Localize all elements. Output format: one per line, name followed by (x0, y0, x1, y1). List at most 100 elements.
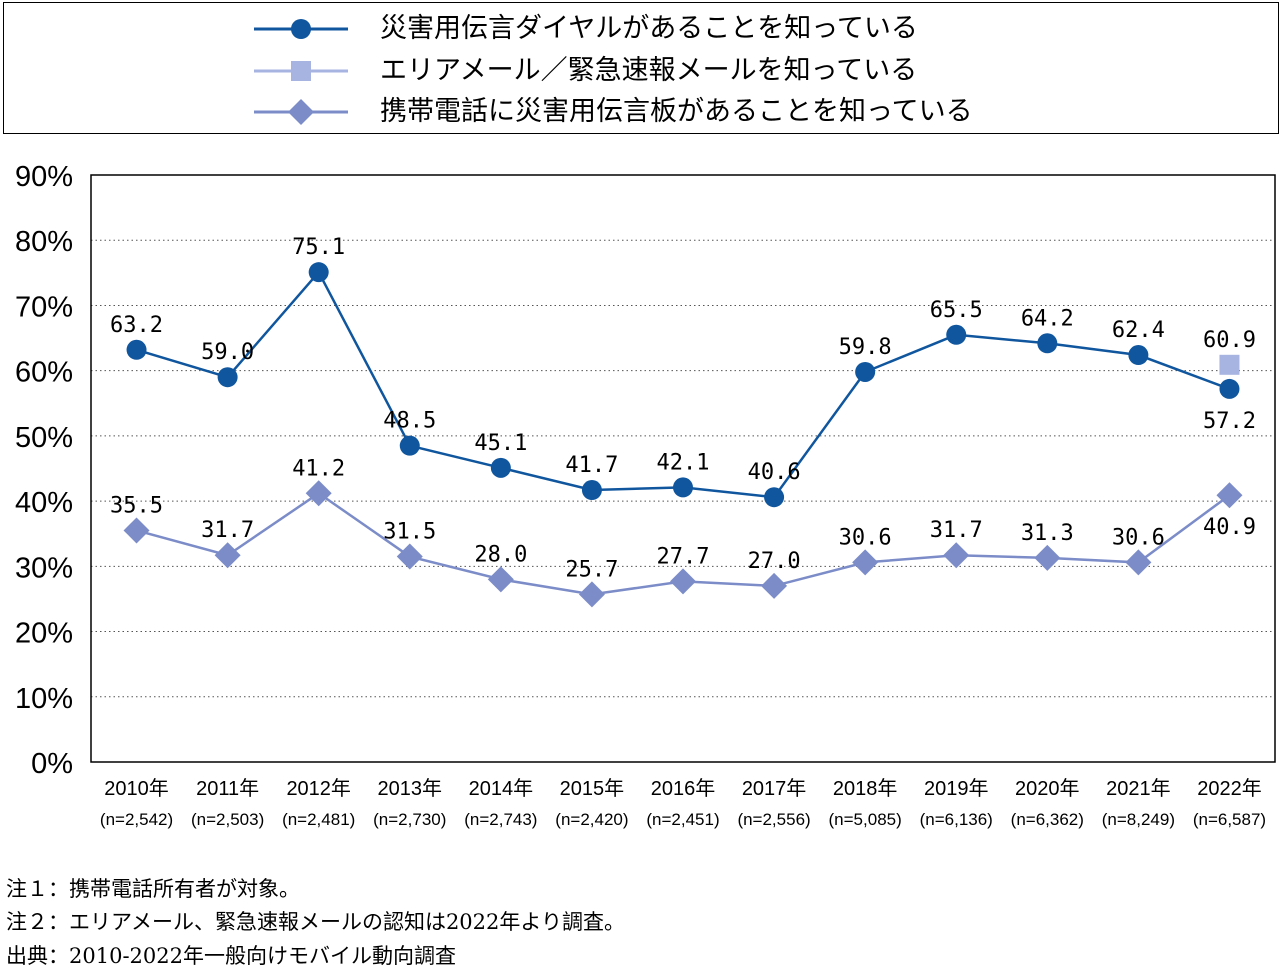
data-point-diamond (1125, 549, 1152, 576)
y-tick-label: 10% (15, 683, 73, 715)
y-tick-label: 80% (15, 226, 73, 258)
x-sample-size-label: (n=8,249) (1102, 810, 1175, 829)
data-point-diamond (1216, 482, 1243, 509)
data-point-circle (308, 262, 329, 283)
data-point-diamond (670, 568, 696, 595)
data-label: 45.1 (474, 431, 527, 456)
x-sample-size-label: (n=2,542) (100, 810, 173, 829)
data-label: 41.7 (565, 453, 618, 478)
data-label: 31.5 (383, 520, 436, 545)
legend: 災害用伝言ダイヤルがあることを知っている エリアメール／緊急速報メールを知ってい… (3, 2, 1279, 134)
data-point-circle (581, 480, 602, 501)
data-point-square (1219, 354, 1240, 375)
data-label: 63.2 (110, 313, 163, 338)
data-label: 30.6 (1112, 525, 1165, 550)
data-point-circle (1128, 345, 1149, 366)
x-sample-size-label: (n=2,556) (737, 810, 810, 829)
data-label: 30.6 (839, 525, 892, 550)
data-point-diamond (852, 549, 879, 576)
data-label: 42.1 (657, 450, 710, 475)
x-tick-label: 2014年 (469, 777, 534, 800)
y-tick-label: 20% (15, 618, 73, 650)
data-point-circle (673, 477, 693, 498)
data-label: 41.2 (292, 456, 345, 481)
x-sample-size-label: (n=2,420) (555, 810, 628, 829)
source-note: 出典：2010-2022年一般向けモバイル動向調査 (6, 944, 456, 968)
x-tick-label: 2019年 (924, 777, 989, 800)
data-point-circle (946, 324, 967, 345)
data-point-diamond (396, 543, 423, 570)
y-tick-label: 0% (31, 748, 73, 780)
x-sample-size-label: (n=2,743) (464, 810, 537, 829)
x-sample-size-label: (n=6,587) (1193, 810, 1266, 829)
data-point-diamond (305, 480, 332, 507)
note-2: 注２：エリアメール、緊急速報メールの認知は2022年より調査。 (6, 910, 625, 934)
data-label: 59.0 (201, 340, 254, 365)
data-label: 62.4 (1112, 318, 1165, 343)
data-point-circle (126, 339, 147, 360)
x-tick-label: 2013年 (378, 777, 443, 800)
data-label: 28.0 (474, 542, 527, 567)
data-label: 40.9 (1203, 515, 1256, 540)
data-point-circle (764, 487, 785, 508)
legend-item-area-mail: エリアメール／緊急速報メールを知っている (4, 51, 1278, 91)
data-point-diamond (578, 581, 605, 608)
data-label: 57.2 (1203, 409, 1256, 434)
x-sample-size-label: (n=2,503) (191, 810, 264, 829)
x-sample-size-label: (n=2,451) (646, 810, 719, 829)
data-point-circle (1219, 378, 1240, 399)
data-point-diamond (487, 566, 514, 593)
data-label: 27.7 (657, 544, 710, 569)
x-tick-label: 2017年 (742, 777, 807, 800)
plot-frame (90, 174, 1276, 763)
data-label: 64.2 (1021, 306, 1074, 331)
data-label: 65.5 (930, 298, 983, 323)
data-point-diamond (214, 542, 241, 569)
legend-item-disaster-dial: 災害用伝言ダイヤルがあることを知っている (4, 9, 1278, 49)
data-point-diamond (1034, 544, 1061, 571)
y-tick-label: 50% (15, 422, 73, 454)
x-sample-size-label: (n=6,362) (1011, 810, 1084, 829)
x-tick-label: 2012年 (286, 777, 351, 800)
x-sample-size-label: (n=2,481) (282, 810, 355, 829)
data-point-circle (490, 457, 511, 478)
x-tick-label: 2011年 (196, 777, 259, 800)
x-tick-label: 2010年 (104, 777, 169, 800)
data-point-circle (217, 367, 238, 388)
legend-item-message-board: 携帯電話に災害用伝言板があることを知っている (4, 92, 1278, 132)
data-point-circle (399, 435, 420, 456)
data-label: 31.7 (930, 518, 983, 543)
y-tick-label: 60% (15, 357, 73, 389)
data-label: 25.7 (565, 557, 618, 582)
x-tick-label: 2016年 (651, 777, 716, 800)
legend-marker-circle (254, 19, 348, 39)
note-1: 注１：携帯電話所有者が対象。 (6, 877, 300, 901)
y-tick-label: 40% (15, 487, 73, 519)
legend-label: 携帯電話に災害用伝言板があることを知っている (380, 96, 973, 127)
data-label: 31.7 (201, 518, 254, 543)
x-tick-label: 2022年 (1197, 777, 1262, 800)
y-tick-label: 30% (15, 552, 73, 584)
data-label: 31.3 (1021, 521, 1074, 546)
data-label: 59.8 (839, 335, 892, 360)
legend-marker-diamond (254, 99, 348, 125)
data-point-circle (855, 361, 876, 382)
x-sample-size-label: (n=6,136) (920, 810, 993, 829)
x-sample-size-label: (n=5,085) (829, 810, 902, 829)
data-point-diamond (943, 542, 970, 569)
legend-label: 災害用伝言ダイヤルがあることを知っている (380, 13, 918, 44)
data-point-diamond (123, 517, 150, 544)
data-point-circle (1037, 333, 1058, 354)
data-label: 40.6 (748, 460, 801, 485)
x-tick-label: 2018年 (833, 777, 898, 800)
data-label: 35.5 (110, 493, 163, 518)
x-tick-label: 2015年 (560, 777, 625, 800)
x-tick-label: 2021年 (1106, 777, 1171, 800)
data-label: 60.9 (1203, 328, 1256, 353)
y-tick-label: 90% (15, 161, 73, 193)
data-point-diamond (761, 572, 788, 599)
legend-marker-square (254, 61, 348, 81)
data-label: 27.0 (748, 549, 801, 574)
x-tick-label: 2020年 (1015, 777, 1080, 800)
data-label: 75.1 (292, 235, 345, 260)
